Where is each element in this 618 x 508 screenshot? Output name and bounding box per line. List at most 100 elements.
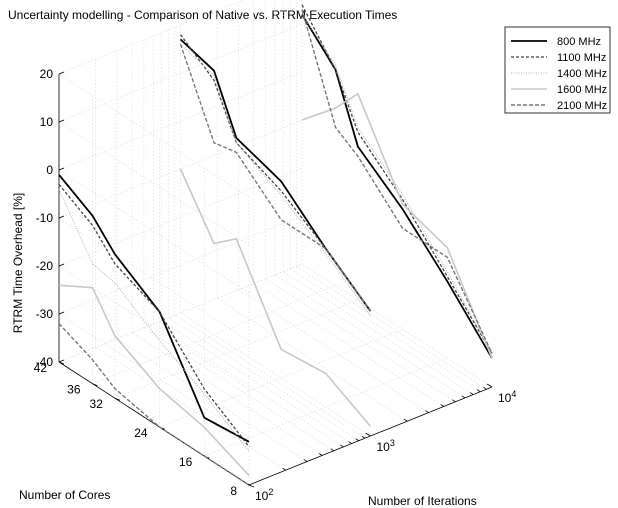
grid-line: [58, 263, 303, 363]
z-tick-mark: [58, 215, 65, 219]
grid-line: [58, 313, 250, 438]
y-tick-label: 16: [179, 455, 193, 469]
x-tick-base: 10: [377, 440, 391, 454]
grid-line: [265, 278, 456, 403]
grid-line: [216, 297, 408, 422]
legend-label: 800 MHz: [557, 36, 601, 48]
z-tick-mark: [58, 311, 65, 315]
grid-line: [58, 215, 303, 315]
grid-line: [116, 338, 308, 462]
x-axis-label: Number of Iterations: [368, 494, 477, 508]
z-tick-label: -20: [36, 259, 54, 273]
z-tick-label: 0: [46, 163, 53, 177]
z-axis-label: RTRM Time Overhead [%]: [11, 193, 25, 333]
grid-line: [180, 312, 371, 437]
y-tick-mark: [92, 383, 98, 387]
grid-line: [174, 314, 366, 439]
grid-line: [161, 320, 352, 444]
x-tick-mark: [282, 467, 286, 471]
series-line-4: [58, 284, 250, 476]
z-tick-label: 10: [40, 115, 54, 129]
series-line-3: [301, 14, 493, 354]
grid: [58, 0, 493, 486]
series-line-3: [180, 43, 371, 317]
grid-line: [132, 332, 323, 456]
x-tick-mark: [365, 432, 371, 437]
y-tick-label: 24: [134, 426, 148, 440]
legend-label: 2100 MHz: [557, 100, 607, 112]
series-line-5: [58, 323, 250, 486]
series-line-2: [58, 183, 250, 447]
series-line-5: [301, 9, 493, 354]
grid-line: [58, 23, 303, 123]
x-tick-label: 103: [377, 438, 395, 454]
x-tick-mark: [403, 418, 408, 422]
z-tick-label: -30: [36, 307, 54, 321]
grid-line: [238, 289, 429, 413]
series-line-4: [179, 168, 372, 427]
x-tick-mark: [452, 399, 456, 403]
grid-line: [58, 121, 250, 246]
grid-line: [58, 167, 303, 267]
grid-line: [114, 299, 359, 399]
x-tick-mark: [318, 453, 323, 456]
grid-line: [204, 357, 448, 457]
grid-line: [58, 73, 250, 198]
z-tick-mark: [58, 119, 65, 123]
series-line-4: [301, 93, 493, 359]
grid-line: [58, 217, 250, 342]
x-tick-mark: [330, 448, 335, 452]
y-tick-mark: [58, 361, 65, 365]
x-tick-exponent: 4: [511, 389, 516, 399]
series-line-2: [301, 4, 493, 354]
grid-line: [58, 71, 303, 171]
x-tick-mark: [483, 386, 487, 390]
legend-label: 1600 MHz: [557, 84, 607, 96]
x-tick-label: 104: [498, 389, 516, 405]
grid-line: [283, 271, 474, 395]
grid-line: [58, 119, 303, 219]
z-tick-mark: [58, 359, 65, 363]
grid-line: [301, 263, 493, 388]
grid-line: [274, 274, 466, 399]
legend: 800 MHz 1100 MHz 1400 MHz 1600 MHz 2100 MHz: [504, 26, 611, 114]
grid-line: [290, 268, 481, 392]
x-tick-mark: [340, 444, 344, 448]
grid-line: [159, 328, 403, 428]
series-line-3: [58, 188, 250, 452]
legend-label: 1400 MHz: [557, 68, 607, 80]
z-tick-label: -40: [36, 355, 54, 369]
y-tick-label: 8: [230, 484, 237, 498]
y-tick-mark: [114, 397, 121, 401]
grid-line: [253, 283, 444, 407]
grid-line: [95, 346, 286, 471]
grid-line: [58, 265, 250, 390]
x-tick-mark: [361, 435, 366, 439]
x-tick-mark: [461, 395, 466, 399]
y-tick-label: 36: [67, 383, 81, 397]
x-tick-mark: [355, 438, 359, 442]
x-tick-exponent: 2: [268, 487, 273, 497]
series-lines: [58, 4, 493, 486]
series-line-1: [179, 38, 372, 312]
x-tick-mark: [486, 383, 493, 388]
series-line-2: [179, 34, 372, 312]
grid-line: [143, 327, 335, 452]
series-line-1: [301, 13, 493, 359]
series-line-5: [179, 43, 372, 312]
grid-line: [92, 285, 336, 384]
x-tick-mark: [425, 410, 429, 413]
x-tick-base: 10: [498, 391, 512, 405]
x-tick-mark: [469, 392, 474, 395]
grid-line: [168, 317, 359, 441]
z-tick-mark: [58, 71, 65, 75]
grid-line: [153, 323, 344, 448]
series-line-1: [58, 174, 250, 443]
legend-label: 1100 MHz: [557, 52, 606, 64]
grid-line: [58, 169, 250, 294]
x-tick-exponent: 3: [390, 438, 395, 448]
z-tick-mark: [58, 263, 65, 267]
z-tick-label: 20: [40, 67, 54, 81]
